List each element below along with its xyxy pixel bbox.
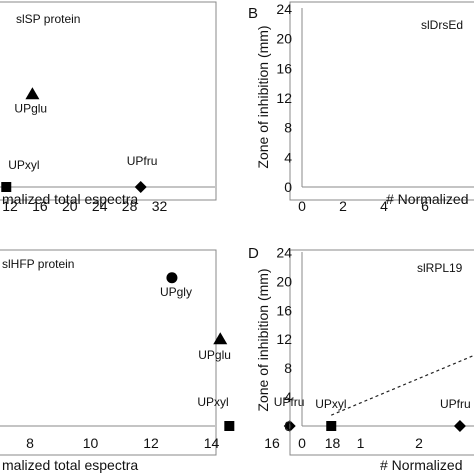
panel-b-y-ticks: 0 4 8 12 16 20 24: [276, 1, 292, 195]
panel-a-x-tick-label: 20: [62, 198, 78, 214]
panel-b-y-tick-label: 0: [284, 179, 292, 195]
panel-b-x-tick-label: 6: [421, 198, 429, 214]
panel-a-x-tick-label: 24: [92, 198, 108, 214]
panel-d-x-tick-label: 1: [357, 435, 365, 451]
panel-a-x-tick-label: 28: [122, 198, 138, 214]
panel-d-x-axis-title: # Normalized: [380, 457, 462, 473]
panel-d-x-tick-label: 2: [415, 435, 423, 451]
panel-b-letter: B: [248, 5, 258, 22]
panel-a-point-upglu: [25, 87, 40, 100]
panel-a-x-tick-label: 32: [152, 198, 168, 214]
panel-a-title: slSP protein: [16, 12, 80, 26]
panel-b-y-tick-label: 12: [276, 90, 292, 106]
panel-a-point-upfru: [134, 181, 147, 193]
panel-c-x-ticks: 8 10 12 14 16 18: [26, 435, 340, 451]
panel-c-label-upglu: UPglu: [198, 348, 231, 362]
panel-d: D slRPL19 Zone of inhibition (mm) 048121…: [248, 244, 474, 473]
panel-c-x-tick-label: 18: [325, 435, 341, 451]
panel-d-label-upfru: UPfru: [440, 397, 471, 411]
panel-b-y-tick-label: 8: [284, 120, 292, 136]
panel-b-x-ticks: 0 2 4 6: [298, 198, 429, 214]
panel-b-title: slDrsEd: [421, 18, 463, 32]
panel-c-label-upfru: UPfru: [274, 395, 305, 409]
panel-c-x-tick-label: 16: [264, 435, 280, 451]
panel-a-label-upxyl: UPxyl: [8, 158, 39, 172]
panel-a-x-axis-title: malized total espectra: [2, 191, 138, 207]
panel-c-x-tick-label: 8: [26, 435, 34, 451]
panel-b-y-tick-label: 24: [276, 1, 292, 17]
panel-b-x-axis-title: # Normalized: [386, 191, 468, 207]
panel-d-y-ticks: 0 4 8 12 16 20 24: [276, 244, 292, 434]
panel-a-x-ticks: 12 16 20 24 28 32: [2, 198, 167, 214]
panel-a-point-upxyl: [1, 182, 12, 192]
panel-d-label-upxyl: UPxyl: [315, 397, 346, 411]
panel-d-y-tick-label: 8: [284, 360, 292, 376]
panel-d-y-tick-label: 20: [276, 273, 292, 289]
panel-a-label-upglu: UPglu: [14, 101, 47, 115]
panel-d-letter: D: [248, 245, 259, 262]
panel-c-frame: [0, 249, 217, 456]
panel-d-title: slRPL19: [417, 261, 463, 275]
panel-d-y-tick-label: 12: [276, 331, 292, 347]
panel-c-x-tick-label: 14: [204, 435, 220, 451]
panel-b-x-tick-label: 4: [380, 198, 388, 214]
panel-b-y-tick-label: 4: [284, 149, 292, 165]
panel-d-y-tick-label: 16: [276, 302, 292, 318]
panel-d-point-upfru: [453, 420, 466, 432]
panel-d-y-tick-label: 0: [284, 418, 292, 434]
panel-b-frame: [289, 1, 474, 201]
panel-a-x-tick-label: 12: [2, 198, 18, 214]
panel-d-frame: [289, 249, 474, 456]
panel-c-point-upgly: [166, 272, 178, 284]
panel-c-x-tick-label: 12: [143, 435, 159, 451]
panel-b-y-tick-label: 16: [276, 60, 292, 76]
panel-c-point-upxyl: [224, 421, 235, 431]
panel-d-y-tick-label: 4: [284, 389, 292, 405]
panel-b: B slDrsEd Zone of inhibition (mm) 0 4 8 12 1…: [248, 1, 474, 214]
panel-d-points: UPxyl UPfru: [315, 397, 471, 432]
panel-d-y-axis-title: Zone of inhibition (mm): [255, 268, 271, 411]
panel-c-label-upxyl: UPxyl: [197, 395, 228, 409]
panel-d-y-tick-label: 24: [276, 244, 292, 260]
panel-c-point-upglu: [213, 332, 228, 345]
panel-c-points: UPgly UPglu UPxyl UPfru: [160, 272, 304, 432]
panel-b-x-tick-label: 0: [298, 198, 306, 214]
panel-d-x-tick-label: 0: [298, 435, 306, 451]
panel-c-x-tick-label: 10: [83, 435, 99, 451]
panel-d-point-upxyl: [326, 421, 337, 431]
panel-b-y-axis-title: Zone of inhibition (mm): [255, 25, 271, 168]
panel-b-x-tick-label: 2: [339, 198, 347, 214]
panel-c-title: slHFP protein: [2, 257, 74, 271]
panel-b-y-tick-label: 20: [276, 31, 292, 47]
panel-a-frame: [0, 1, 217, 201]
panel-c-x-axis-title: malized total espectra: [2, 457, 138, 473]
panel-a: slSP protein 12 16 20 24 28 32 malized total …: [0, 1, 217, 214]
panel-d-trendline: [331, 354, 474, 416]
panel-a-x-tick-label: 16: [32, 198, 48, 214]
panel-a-label-upfru: UPfru: [127, 154, 158, 168]
panel-c: slHFP protein 8 10 12 14 16 18 malized total …: [0, 249, 340, 473]
panel-c-label-upgly: UPgly: [160, 285, 192, 299]
